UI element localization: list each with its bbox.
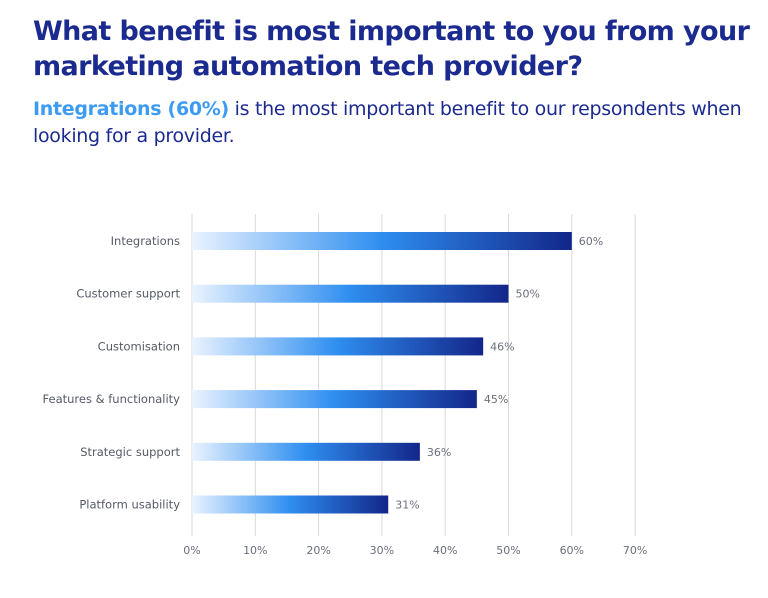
bars (192, 232, 572, 514)
category-label: Customer support (76, 287, 180, 301)
x-tick-label: 60% (560, 544, 584, 557)
x-tick-label: 10% (243, 544, 267, 557)
value-label: 46% (490, 340, 514, 353)
gridlines (191, 214, 636, 536)
bar (192, 284, 509, 303)
x-tick-label: 40% (433, 544, 457, 557)
value-label: 31% (395, 499, 419, 512)
subtitle-highlight: Integrations (60%) (33, 98, 229, 120)
chart-subtitle: Integrations (60%) is the most important… (33, 96, 753, 150)
x-tick-label: 0% (183, 544, 200, 557)
bar (192, 495, 389, 514)
chart-title: What benefit is most important to you fr… (33, 16, 750, 82)
bar (192, 442, 420, 461)
x-tick-label: 30% (370, 544, 394, 557)
category-label: Features & functionality (43, 392, 181, 406)
category-label: Strategic support (80, 445, 180, 459)
category-label: Customisation (98, 339, 180, 353)
bar (192, 232, 572, 250)
category-label: Platform usability (79, 498, 180, 512)
value-label: 50% (516, 288, 540, 301)
category-labels: Integrations Customer support Customisatio… (43, 234, 181, 512)
subtitle-text: is the most important benefit to our rep… (33, 98, 742, 147)
bar (192, 390, 477, 409)
x-tick-label: 20% (306, 544, 330, 557)
bar (192, 337, 484, 356)
value-label: 45% (484, 393, 508, 406)
category-label: Integrations (111, 234, 180, 248)
x-tick-label: 50% (496, 544, 520, 557)
x-axis-ticks: 0% 10% 20% 30% 40% 50% 60% 70% (183, 544, 647, 557)
value-labels: 60% 50% 46% 45% 36% 31% (395, 235, 603, 512)
bar-chart: Integrations Customer support Customisatio… (43, 214, 647, 557)
value-label: 60% (579, 235, 603, 248)
x-tick-label: 70% (623, 544, 647, 557)
value-label: 36% (427, 446, 451, 459)
